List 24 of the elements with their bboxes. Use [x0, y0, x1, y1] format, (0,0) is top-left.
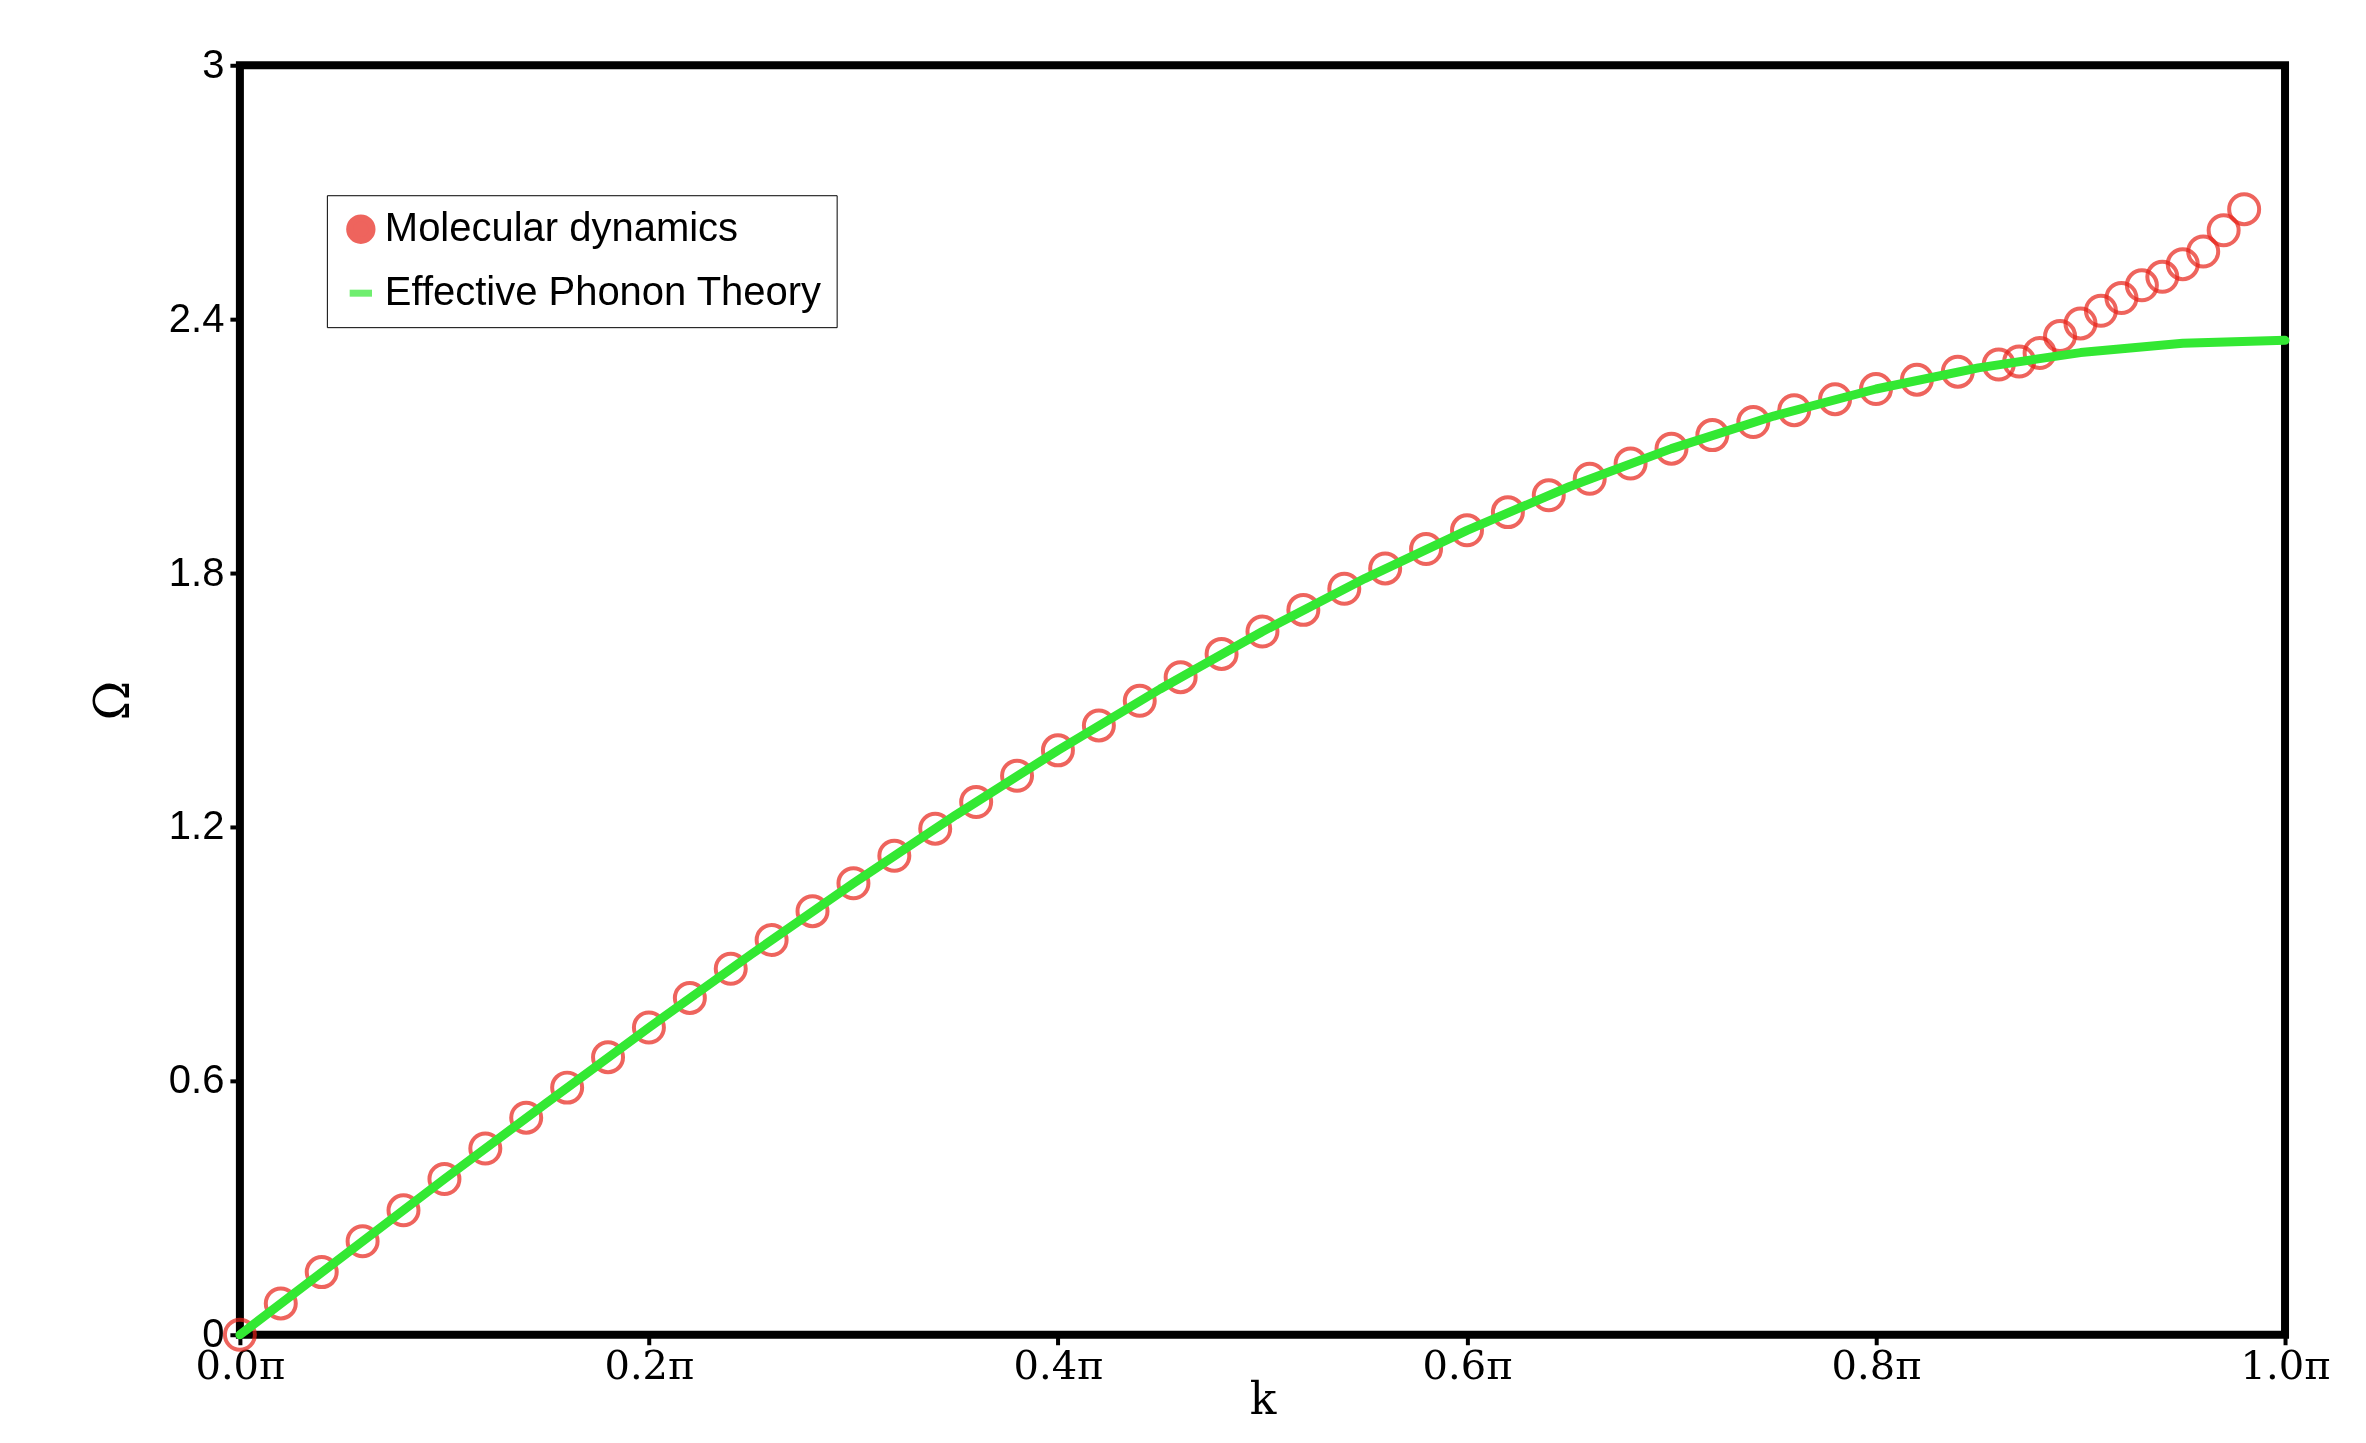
- point: [2227, 192, 2262, 227]
- legend-label: Molecular dynamics: [384, 205, 739, 250]
- y-tick-label: 2.4: [168, 295, 225, 340]
- point: [2104, 281, 2139, 315]
- y-tick-label: 1.2: [168, 803, 225, 848]
- y-tick-label: 0.6: [168, 1057, 225, 1102]
- point: [2186, 234, 2221, 269]
- point: [2165, 247, 2200, 282]
- point: [2206, 213, 2241, 248]
- point: [2083, 293, 2118, 328]
- x-tick-label: 0.8π: [1831, 1342, 1922, 1389]
- point: [2124, 268, 2159, 303]
- x-tick-label: 1.0π: [2240, 1342, 2331, 1389]
- point: [2063, 306, 2098, 341]
- point: [2043, 319, 2078, 354]
- y-tick-label: 1.8: [168, 549, 225, 594]
- x-tick-label: 0.6π: [1422, 1342, 1513, 1389]
- point: [2145, 259, 2180, 294]
- legend-label: Effective Phonon Theory: [384, 269, 822, 314]
- x-tick-label: 0.2π: [604, 1342, 695, 1389]
- y-tick-label: 3: [202, 41, 225, 86]
- y-axis-title: Ω: [83, 680, 140, 721]
- x-tick-label: 0.4π: [1013, 1342, 1104, 1389]
- x-axis-title: k: [1249, 1373, 1277, 1425]
